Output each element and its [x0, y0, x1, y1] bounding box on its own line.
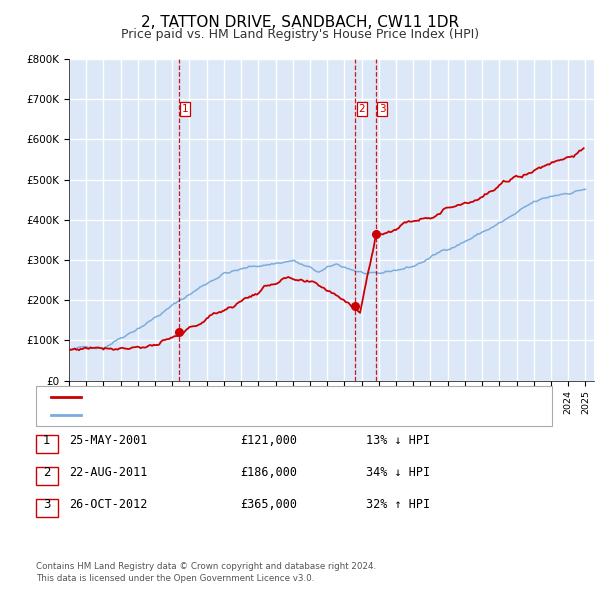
Text: 2, TATTON DRIVE, SANDBACH, CW11 1DR: 2, TATTON DRIVE, SANDBACH, CW11 1DR — [141, 15, 459, 30]
Text: This data is licensed under the Open Government Licence v3.0.: This data is licensed under the Open Gov… — [36, 574, 314, 583]
Text: Contains HM Land Registry data © Crown copyright and database right 2024.: Contains HM Land Registry data © Crown c… — [36, 562, 376, 571]
Text: £186,000: £186,000 — [240, 466, 297, 479]
Text: 3: 3 — [43, 498, 50, 511]
Text: 32% ↑ HPI: 32% ↑ HPI — [366, 498, 430, 511]
Text: 22-AUG-2011: 22-AUG-2011 — [69, 466, 148, 479]
Text: 2, TATTON DRIVE, SANDBACH, CW11 1DR (detached house): 2, TATTON DRIVE, SANDBACH, CW11 1DR (det… — [87, 392, 398, 402]
Text: £365,000: £365,000 — [240, 498, 297, 511]
Text: 2: 2 — [43, 466, 50, 479]
Text: 2: 2 — [359, 104, 365, 114]
Text: £121,000: £121,000 — [240, 434, 297, 447]
Text: 3: 3 — [379, 104, 385, 114]
Text: 1: 1 — [43, 434, 50, 447]
Text: 13% ↓ HPI: 13% ↓ HPI — [366, 434, 430, 447]
Text: 25-MAY-2001: 25-MAY-2001 — [69, 434, 148, 447]
Text: HPI: Average price, detached house, Cheshire East: HPI: Average price, detached house, Ches… — [87, 409, 352, 419]
Text: 1: 1 — [182, 104, 188, 114]
Text: 34% ↓ HPI: 34% ↓ HPI — [366, 466, 430, 479]
Text: 26-OCT-2012: 26-OCT-2012 — [69, 498, 148, 511]
Text: Price paid vs. HM Land Registry's House Price Index (HPI): Price paid vs. HM Land Registry's House … — [121, 28, 479, 41]
